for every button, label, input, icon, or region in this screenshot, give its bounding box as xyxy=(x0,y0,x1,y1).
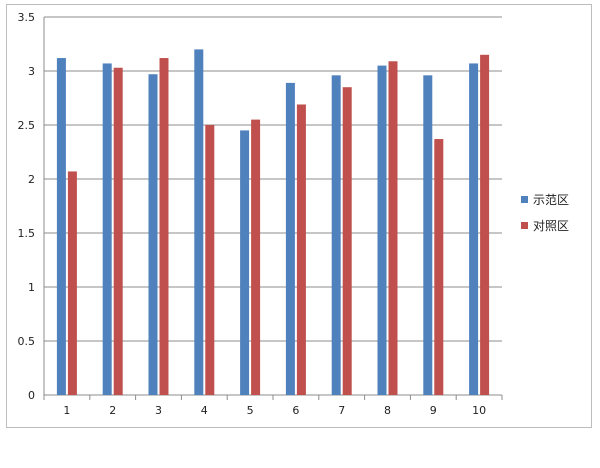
bar-series2-cat-6 xyxy=(296,104,306,395)
gridlines xyxy=(44,16,502,342)
y-tick-label-2.5: 2.5 xyxy=(18,119,36,132)
y-tick-label-1: 1 xyxy=(28,281,35,294)
tick-labels: 0 0.5 1 1.5 2 2.5 3 3.5 1 2 3 4 5 6 7 8 9 10 xyxy=(18,11,487,417)
x-tick-label-6: 6 xyxy=(292,404,299,417)
x-tick-label-5: 5 xyxy=(247,404,254,417)
axes xyxy=(43,17,503,400)
bar-series2-cat-4 xyxy=(205,125,215,395)
legend-label-series1: 示范区 xyxy=(533,193,569,207)
y-tick-label-1.5: 1.5 xyxy=(18,227,36,240)
bar-series1-cat-4 xyxy=(194,49,204,396)
bar-series1-cat-10 xyxy=(469,63,479,395)
x-tick-label-1: 1 xyxy=(63,404,70,417)
x-tick-label-7: 7 xyxy=(338,404,345,417)
x-tick-label-8: 8 xyxy=(384,404,391,417)
bar-series1-cat-2 xyxy=(102,63,112,395)
bar-series1-cat-6 xyxy=(285,82,295,395)
x-tick-label-4: 4 xyxy=(201,404,208,417)
bar-series2-cat-1 xyxy=(67,171,77,395)
bar-series1-cat-3 xyxy=(148,74,158,396)
x-tick-label-3: 3 xyxy=(155,404,162,417)
bar-series2-cat-9 xyxy=(434,139,444,395)
x-tick-label-2: 2 xyxy=(109,404,116,417)
bar-series2-cat-8 xyxy=(388,61,398,395)
bar-series2-cat-3 xyxy=(159,58,169,395)
bar-series2-cat-2 xyxy=(113,67,123,395)
bar-series1-cat-8 xyxy=(377,65,387,395)
y-tick-label-0: 0 xyxy=(28,389,35,402)
bars xyxy=(56,49,490,396)
y-tick-label-3: 3 xyxy=(28,65,35,78)
bar-series1-cat-1 xyxy=(56,58,66,395)
y-tick-label-0.5: 0.5 xyxy=(18,335,36,348)
y-tick-label-2: 2 xyxy=(28,173,35,186)
x-tick-label-10: 10 xyxy=(472,404,486,417)
bar-series2-cat-7 xyxy=(342,87,352,395)
bar-series2-cat-10 xyxy=(480,54,490,396)
x-tick-label-9: 9 xyxy=(430,404,437,417)
legend-label-series2: 对照区 xyxy=(533,219,569,233)
bar-series1-cat-5 xyxy=(240,130,250,395)
legend-swatch-series2 xyxy=(521,222,528,229)
bar-series1-cat-7 xyxy=(331,75,341,395)
bar-series1-cat-9 xyxy=(423,75,433,395)
legend-swatch-series1 xyxy=(521,196,528,203)
bar-series2-cat-5 xyxy=(251,119,261,395)
y-tick-label-3.5: 3.5 xyxy=(18,11,36,24)
